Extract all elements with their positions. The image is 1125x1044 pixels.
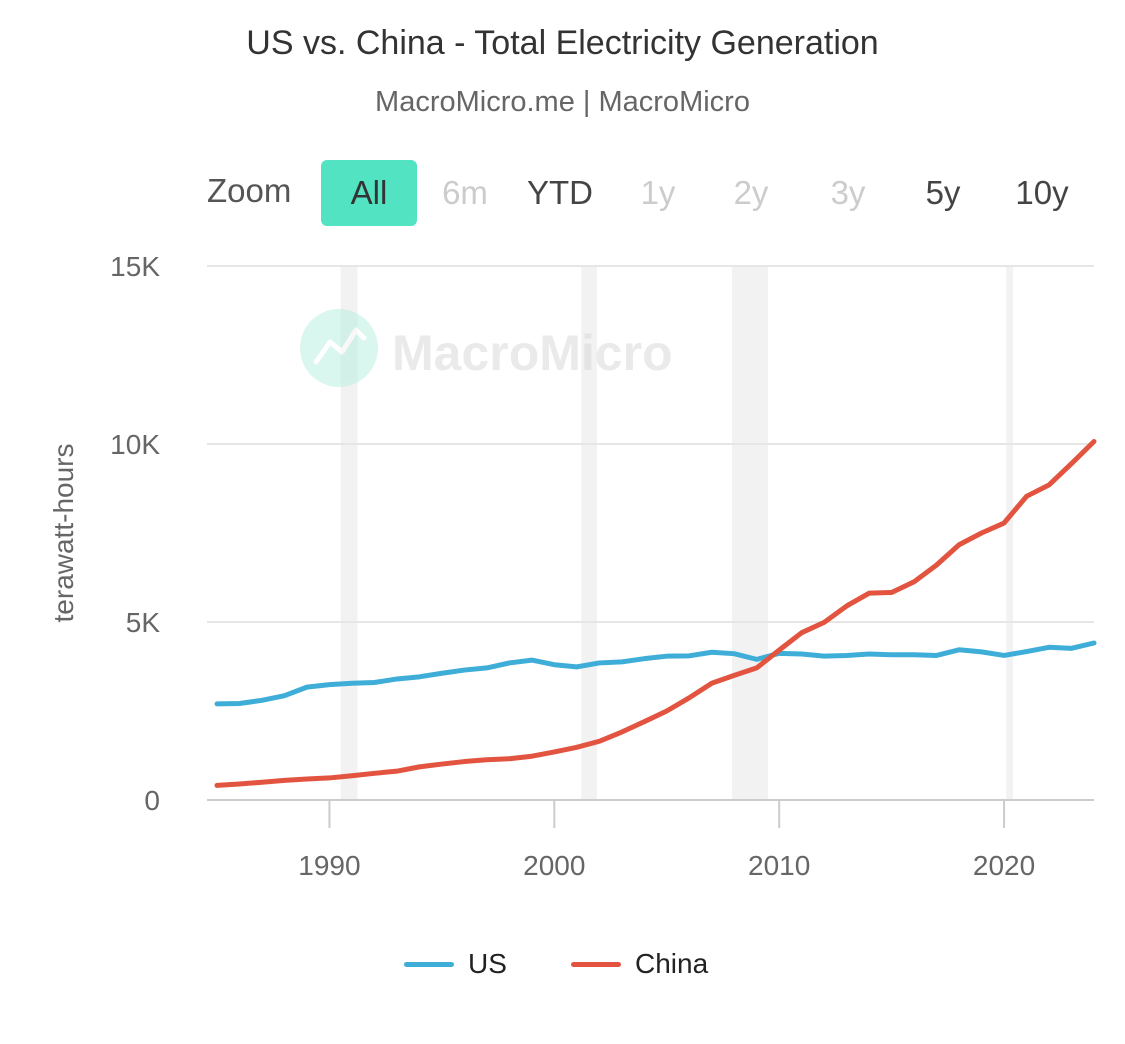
axes: 0 5K 10K 15K 1990 2000 2010 2020 [110, 251, 1094, 881]
series-line-us [214, 640, 1097, 707]
chart-title: US vs. China - Total Electricity Generat… [246, 24, 879, 62]
zoom-button-3y[interactable]: 3y [830, 174, 866, 211]
legend: US China [0, 944, 1125, 984]
chart-subtitle[interactable]: MacroMicro.me | MacroMicro [375, 86, 750, 118]
legend-swatch-china [571, 961, 621, 967]
legend-swatch-us [404, 961, 454, 967]
x-tick-label: 2010 [748, 850, 810, 881]
legend-item-us[interactable]: US [404, 944, 507, 984]
y-tick-label: 15K [110, 251, 160, 282]
zoom-button-all[interactable]: All [321, 160, 417, 226]
legend-label-china: China [635, 948, 709, 979]
zoom-label: Zoom [207, 172, 292, 209]
x-tick-label: 1990 [298, 850, 360, 881]
chart-plot: MacroMicro 0 5K 10K 15K 1990 2000 2010 2020 ter… [48, 251, 1097, 881]
range-selector: Zoom All 6m YTD 1y 2y 3y 5y 10y [0, 160, 1125, 226]
y-axis-label: terawatt-hours [48, 444, 79, 623]
legend-item-china[interactable]: China [571, 944, 708, 984]
x-tick-label: 2000 [523, 850, 585, 881]
zoom-button-1y[interactable]: 1y [640, 174, 676, 211]
zoom-button-6m[interactable]: 6m [442, 174, 488, 211]
series-lines [214, 439, 1097, 788]
y-tick-label: 0 [144, 785, 160, 816]
y-tick-label: 5K [126, 607, 161, 638]
grid-lines [207, 265, 1094, 623]
zoom-button-10y[interactable]: 10y [1015, 174, 1069, 211]
recession-band [1006, 266, 1014, 800]
zoom-button-2y[interactable]: 2y [733, 174, 769, 211]
recession-band [731, 266, 768, 800]
zoom-button-5y[interactable]: 5y [925, 174, 961, 211]
series-line-china [214, 439, 1097, 788]
legend-label-us: US [468, 948, 507, 979]
y-tick-label: 10K [110, 429, 160, 460]
recession-band [340, 266, 358, 800]
x-tick-label: 2020 [973, 850, 1035, 881]
logo-glyph [313, 327, 367, 365]
zoom-button-ytd[interactable]: YTD [527, 174, 593, 211]
watermark: MacroMicro [300, 309, 673, 387]
watermark-text: MacroMicro [392, 325, 673, 381]
